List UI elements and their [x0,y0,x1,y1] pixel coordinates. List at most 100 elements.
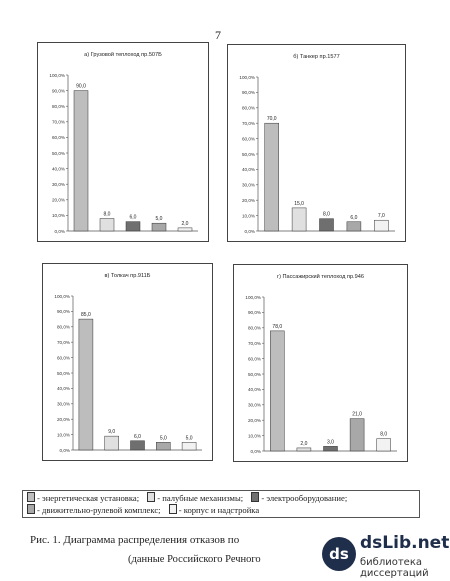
y-tick-label: 70,0% [242,121,255,126]
watermark[interactable]: ds dsLib.net библиотека диссертаций [322,533,450,579]
y-tick-label: 60,0% [242,136,255,141]
watermark-subtitle: библиотека диссертаций [360,557,429,579]
y-tick-label: 30,0% [57,402,70,407]
legend-label-electric: - электрооборудование; [261,493,348,503]
bar-4 [181,442,197,451]
legend-swatch-3 [27,504,35,514]
bar-4 [376,438,391,452]
legend: - энергетическая установка; - палубные м… [22,490,420,518]
y-tick-label: 20,0% [248,418,261,423]
y-tick-label: 0,0% [55,229,65,234]
bar-value-label: 8,0 [104,212,111,218]
bar-value-label: 15,0 [294,201,304,207]
y-tick-label: 70,0% [57,340,70,345]
y-tick-label: 70,0% [52,120,65,125]
y-tick-label: 30,0% [242,183,255,188]
chart-title: а) Грузовой теплоход пр.507Б [84,51,162,58]
chart-title: в) Толкач пр.911Б [105,273,151,279]
y-tick-label: 40,0% [52,166,65,171]
chart-panel-d: г) Пассажирский теплоход пр.946 0,0% 10,0%… [233,264,408,462]
y-tick-label: 10,0% [242,213,255,218]
bar-value-label: 21,0 [352,412,362,418]
chart-panel-a: а) Грузовой теплоход пр.507Б 0,0% 10,0% 20,… [37,42,209,242]
bar-value-label: 85,0 [81,312,91,318]
legend-label-deck: - палубные механизмы; [157,493,244,503]
watermark-brand: dsLib.net [360,533,450,553]
bar-value-label: 5,0 [186,435,193,441]
y-tick-label: 80,0% [52,104,65,109]
chart-panel-c: в) Толкач пр.911Б 0,0% 10,0% 20,0% 30,0% 40,0… [42,263,213,461]
y-tick-label: 0,0% [60,448,70,453]
bar-value-label: 8,0 [323,212,330,218]
bar-value-label: 6,0 [130,215,137,221]
y-tick-label: 100,0% [239,75,255,80]
y-tick-label: 90,0% [57,309,70,314]
chart-a-svg: а) Грузовой теплоход пр.507Б 0,0% 10,0% 20,… [49,51,198,234]
bar-value-label: 70,0 [267,116,277,122]
bar-2 [323,446,338,452]
bar-value-label: 5,0 [156,216,163,222]
y-tick-label: 40,0% [57,386,70,391]
figure-caption: Рис. 1. Диаграмма распределения отказов … [30,534,240,546]
y-tick-label: 30,0% [248,403,261,408]
bar-value-label: 2,0 [300,441,307,447]
legend-swatch-2 [251,492,260,502]
y-tick-label: 20,0% [242,198,255,203]
bar-0 [270,330,285,452]
legend-label-propulsion: - движительно-рулевой комплекс; [37,505,161,515]
y-tick-label: 0,0% [251,449,261,454]
bar-value-label: 8,0 [380,432,387,438]
y-tick-label: 10,0% [57,432,70,437]
y-tick-label: 90,0% [52,88,65,93]
bar-value-label: 90,0 [76,84,86,90]
bar-value-label: 5,0 [160,435,167,441]
y-tick-label: 40,0% [248,387,261,392]
legend-label-hull: - корпус и надстройка [178,505,260,515]
y-tick-label: 100,0% [245,295,261,300]
chart-title: б) Танкер пр.1577 [293,54,339,60]
y-tick-label: 10,0% [52,213,65,218]
y-tick-label: 60,0% [248,356,261,361]
y-tick-label: 50,0% [248,372,261,377]
chart-title: г) Пассажирский теплоход пр.946 [277,273,364,280]
y-tick-label: 50,0% [242,152,255,157]
legend-row-2: - движительно-рулевой комплекс; - корпус… [27,504,415,516]
bar-3 [156,442,171,451]
y-tick-label: 50,0% [57,371,70,376]
y-tick-label: 30,0% [52,182,65,187]
y-tick-label: 100,0% [49,73,65,78]
bar-1 [296,447,312,452]
bar-3 [151,222,167,232]
bar-value-label: 2,0 [182,221,189,227]
y-tick-label: 90,0% [242,90,255,95]
bar-value-label: 6,0 [134,434,141,440]
bar-1 [99,218,115,232]
bar-3 [349,418,365,452]
bar-value-label: 7,0 [378,213,385,219]
page-number: 7 [215,28,221,42]
bar-0 [73,90,89,232]
bar-1 [291,207,307,232]
chart-d-svg: г) Пассажирский теплоход пр.946 0,0% 10,0%… [245,273,397,454]
chart-c-svg: в) Толкач пр.911Б 0,0% 10,0% 20,0% 30,0% 40,0… [54,273,202,453]
y-tick-label: 100,0% [54,294,70,299]
y-tick-label: 10,0% [248,433,261,438]
figure-source: (данные Российского Речного [128,554,261,565]
legend-swatch-1 [147,492,156,502]
y-tick-label: 50,0% [52,151,65,156]
legend-swatch-4 [168,504,177,514]
y-tick-label: 90,0% [248,310,261,315]
bar-0 [78,318,94,451]
y-tick-label: 40,0% [242,167,255,172]
bar-4 [374,219,389,232]
y-tick-label: 0,0% [245,229,255,234]
y-tick-label: 20,0% [57,417,70,422]
bar-2 [319,218,334,232]
dslib-logo-icon: ds [322,537,356,571]
legend-label-energy: - энергетическая установка; [37,493,140,503]
y-tick-label: 20,0% [52,198,65,203]
y-tick-label: 80,0% [57,325,70,330]
bar-0 [264,122,279,232]
chart-b-svg: б) Танкер пр.1577 0,0% 10,0% 20,0% 30,0% 40,0… [239,54,395,234]
bar-3 [346,221,362,232]
